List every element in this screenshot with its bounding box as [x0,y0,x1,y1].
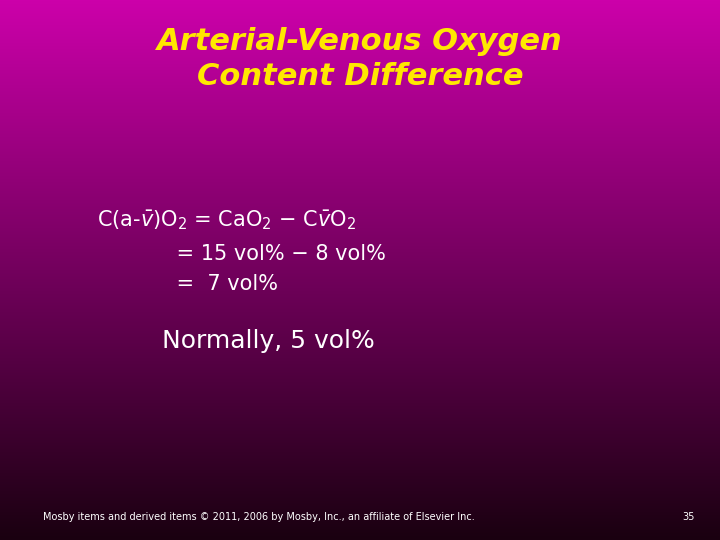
Text: C(a-$\bar{v}$)O$_2$ = CaO$_2$ − C$\bar{v}$O$_2$: C(a-$\bar{v}$)O$_2$ = CaO$_2$ − C$\bar{v… [97,208,356,232]
Text: Mosby items and derived items © 2011, 2006 by Mosby, Inc., an affiliate of Elsev: Mosby items and derived items © 2011, 20… [43,512,475,522]
Text: = 15 vol% − 8 vol%: = 15 vol% − 8 vol% [97,244,386,264]
Text: Arterial-Venous Oxygen
Content Difference: Arterial-Venous Oxygen Content Differenc… [157,27,563,91]
Text: =  7 vol%: = 7 vol% [97,274,278,294]
Text: 35: 35 [683,512,695,522]
Text: Normally, 5 vol%: Normally, 5 vol% [162,329,374,353]
